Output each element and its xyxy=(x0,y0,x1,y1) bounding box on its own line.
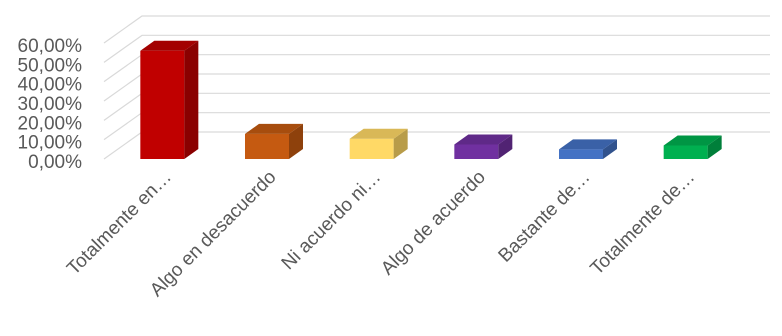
bar-front xyxy=(663,145,708,159)
bar-side xyxy=(498,134,513,159)
y-tick-label: 0,00% xyxy=(28,152,82,173)
bar-top xyxy=(140,40,199,51)
x-category-label: Ni acuerdo ni… xyxy=(278,167,385,274)
bar-top xyxy=(349,128,408,139)
bar xyxy=(454,134,513,159)
y-axis-ticks: 0,00%10,00%20,00%30,00%40,00%50,00%60,00… xyxy=(18,36,83,173)
bar xyxy=(349,128,408,159)
bar xyxy=(559,139,617,159)
bar-front xyxy=(454,144,499,159)
bar xyxy=(245,123,303,159)
x-category-label: Algo de acuerdo xyxy=(377,167,490,280)
bar-side xyxy=(707,135,722,159)
bar-top xyxy=(245,123,303,134)
bar-top xyxy=(454,134,513,145)
y-tick-label: 10,00% xyxy=(18,133,83,154)
bar-front xyxy=(245,133,289,159)
gridline xyxy=(103,34,770,63)
bar-front xyxy=(559,149,603,159)
bar-front xyxy=(140,50,185,159)
gridline xyxy=(103,73,770,102)
x-category-label: Totalmente en… xyxy=(63,167,176,280)
bars xyxy=(140,40,722,159)
y-tick-label: 60,00% xyxy=(18,36,83,57)
bar xyxy=(140,40,199,159)
gridline xyxy=(103,54,770,83)
gridlines xyxy=(103,15,770,160)
y-tick-label: 50,00% xyxy=(18,55,83,76)
bar-side xyxy=(603,139,617,159)
x-category-label: Totalmente de… xyxy=(587,167,700,280)
bar-top xyxy=(663,135,722,146)
y-tick-label: 30,00% xyxy=(18,94,83,115)
y-tick-label: 40,00% xyxy=(18,75,83,96)
bar xyxy=(663,135,722,159)
bar-top xyxy=(559,139,617,150)
y-tick-label: 20,00% xyxy=(18,113,83,134)
gridline xyxy=(103,112,770,141)
bar-side xyxy=(289,123,303,159)
bar-side xyxy=(184,40,199,159)
gridline xyxy=(103,15,770,44)
bar-side xyxy=(393,128,408,159)
bar-front xyxy=(349,138,394,159)
gridline xyxy=(103,92,770,121)
x-category-label: Bastante de… xyxy=(495,167,595,267)
